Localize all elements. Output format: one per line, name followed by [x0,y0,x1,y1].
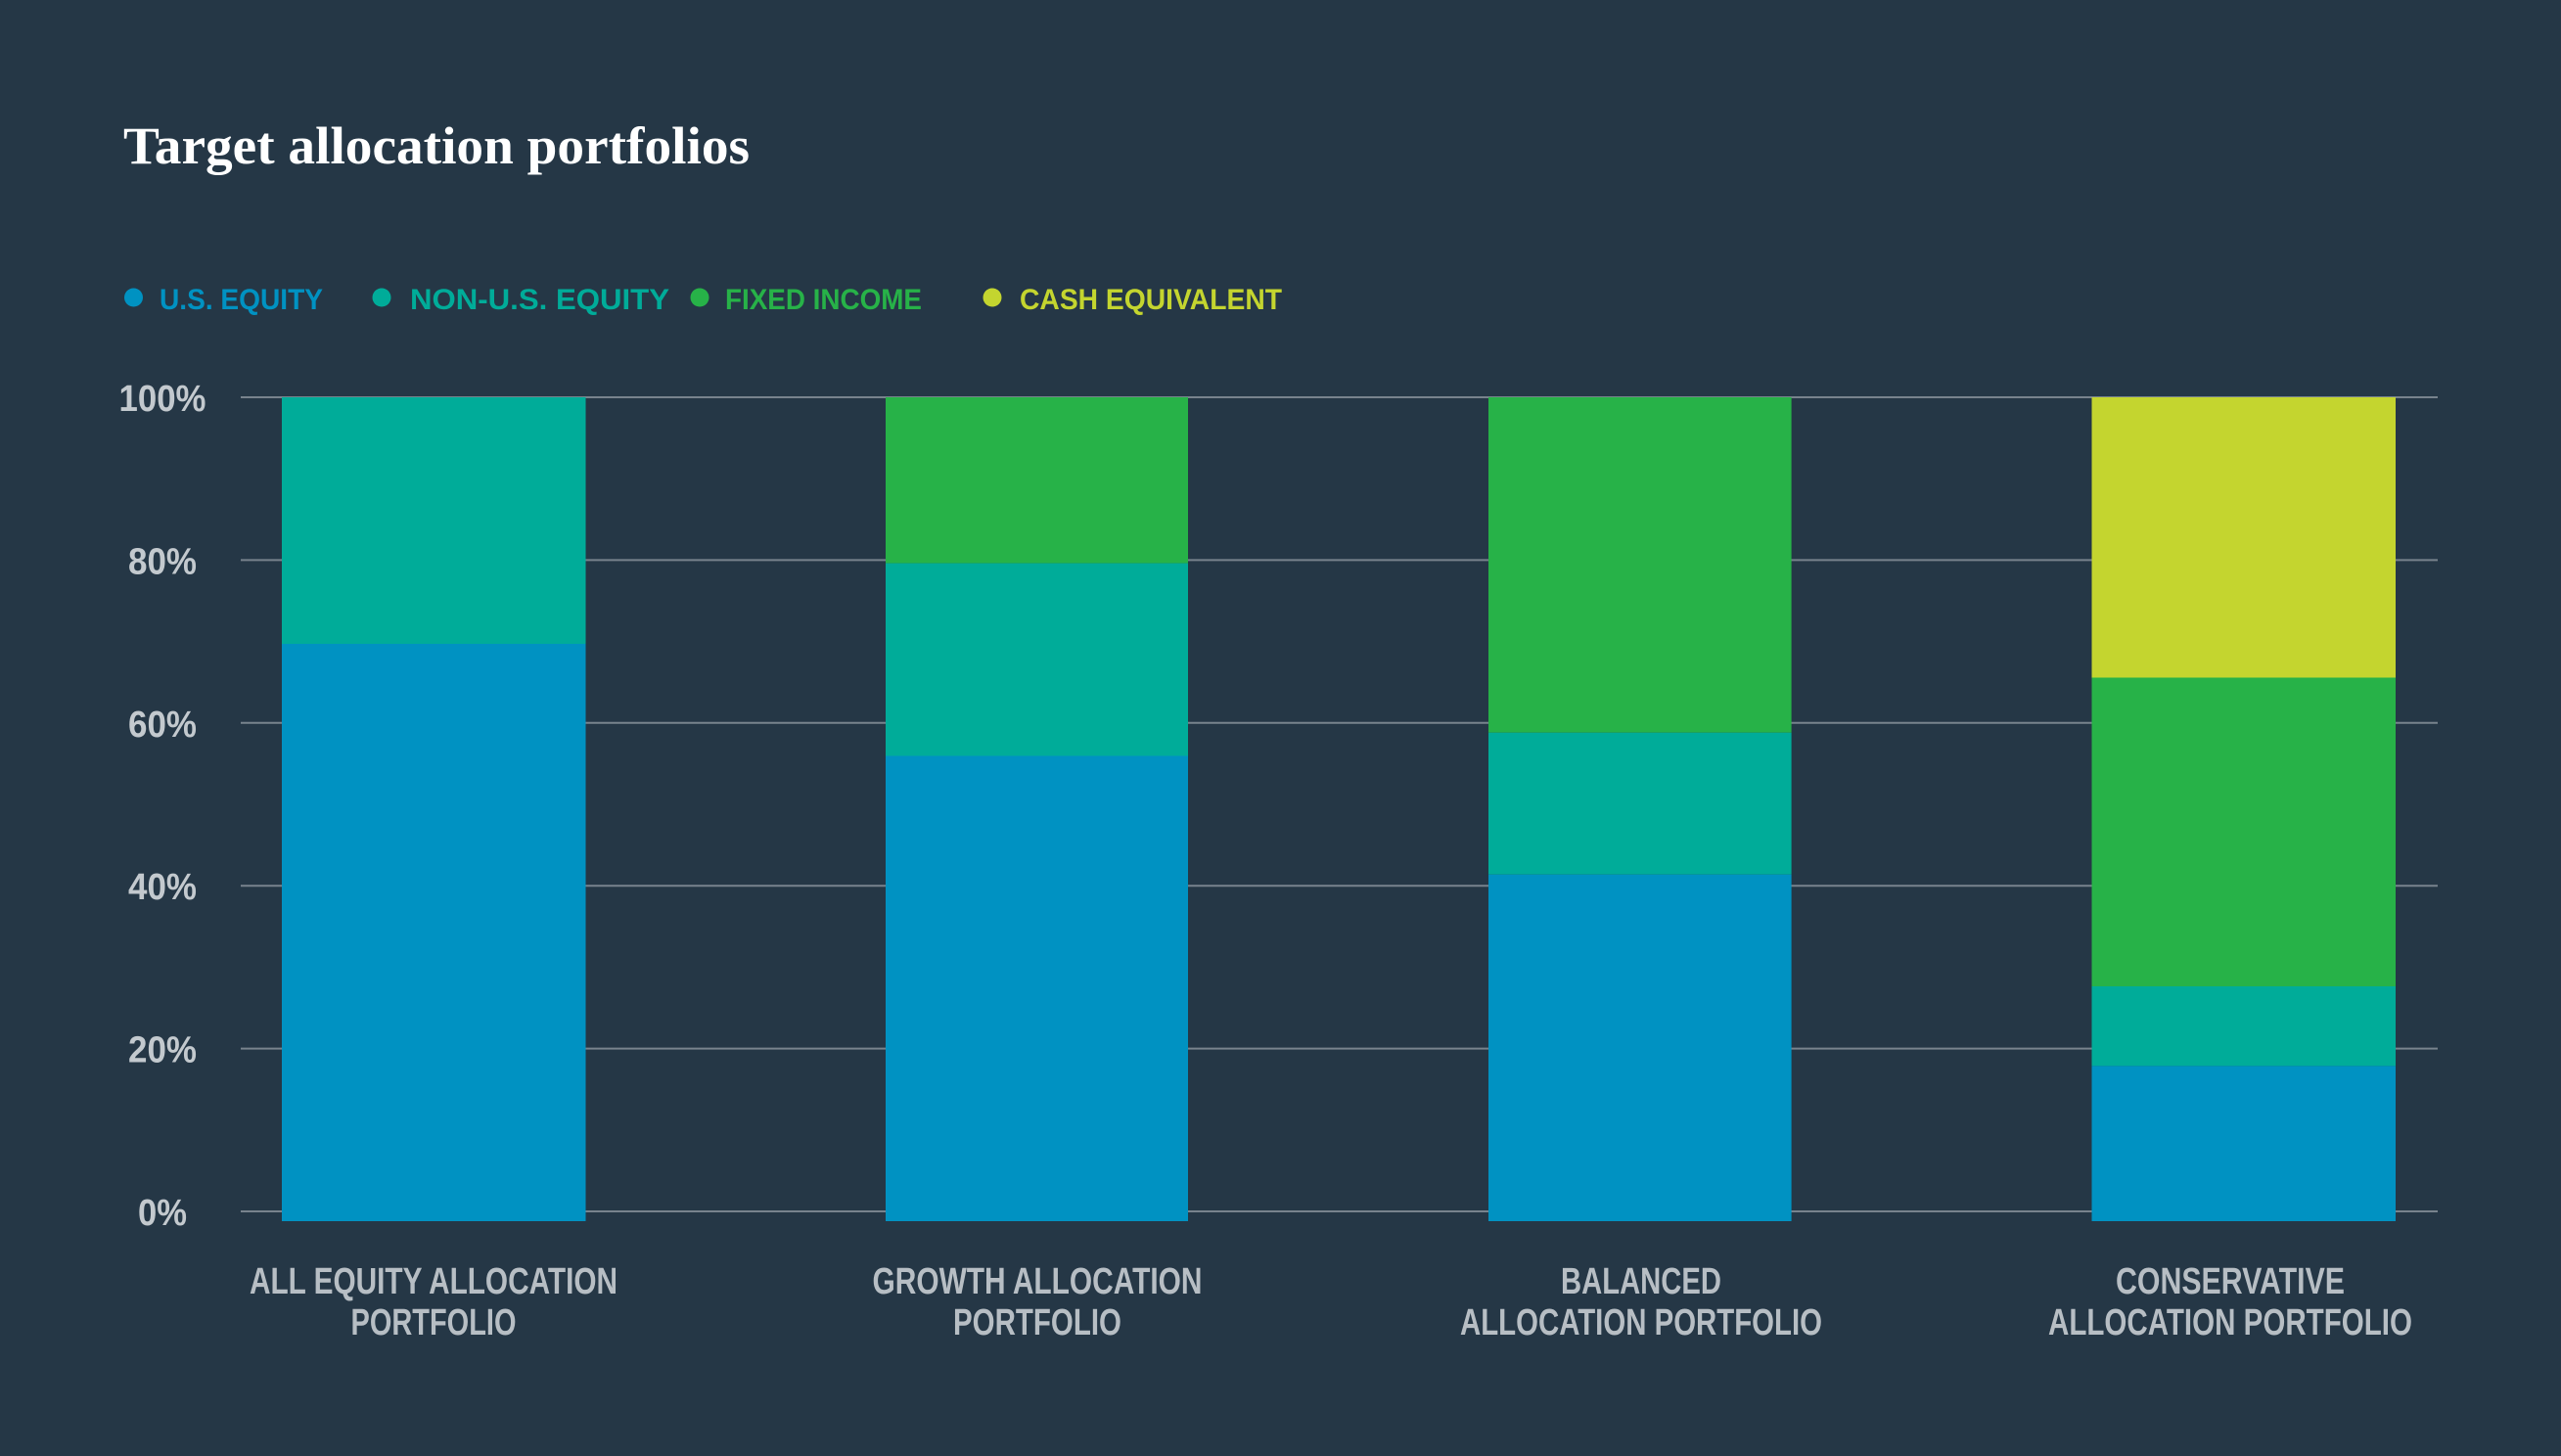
svg-text:BALANCED: BALANCED [1561,1261,1721,1302]
svg-text:60%: 60% [128,705,197,746]
svg-text:FIXED INCOME: FIXED INCOME [725,284,922,316]
svg-text:ALLOCATION PORTFOLIO: ALLOCATION PORTFOLIO [1460,1302,1822,1343]
svg-text:CONSERVATIVE: CONSERVATIVE [2116,1261,2345,1302]
svg-text:0%: 0% [138,1193,187,1234]
svg-text:U.S. EQUITY: U.S. EQUITY [160,284,323,316]
svg-text:PORTFOLIO: PORTFOLIO [351,1302,517,1343]
svg-text:GROWTH ALLOCATION: GROWTH ALLOCATION [873,1261,1203,1302]
svg-text:40%: 40% [128,867,197,908]
svg-text:Target allocation portfolios: Target allocation portfolios [123,116,750,175]
svg-text:20%: 20% [128,1030,197,1071]
svg-text:100%: 100% [119,379,206,420]
svg-text:ALLOCATION PORTFOLIO: ALLOCATION PORTFOLIO [2048,1302,2412,1343]
svg-text:NON-U.S. EQUITY: NON-U.S. EQUITY [410,284,669,316]
svg-text:PORTFOLIO: PORTFOLIO [953,1302,1121,1343]
svg-text:80%: 80% [128,541,197,582]
svg-text:ALL EQUITY ALLOCATION: ALL EQUITY ALLOCATION [250,1261,617,1302]
svg-text:CASH EQUIVALENT: CASH EQUIVALENT [1020,284,1282,316]
